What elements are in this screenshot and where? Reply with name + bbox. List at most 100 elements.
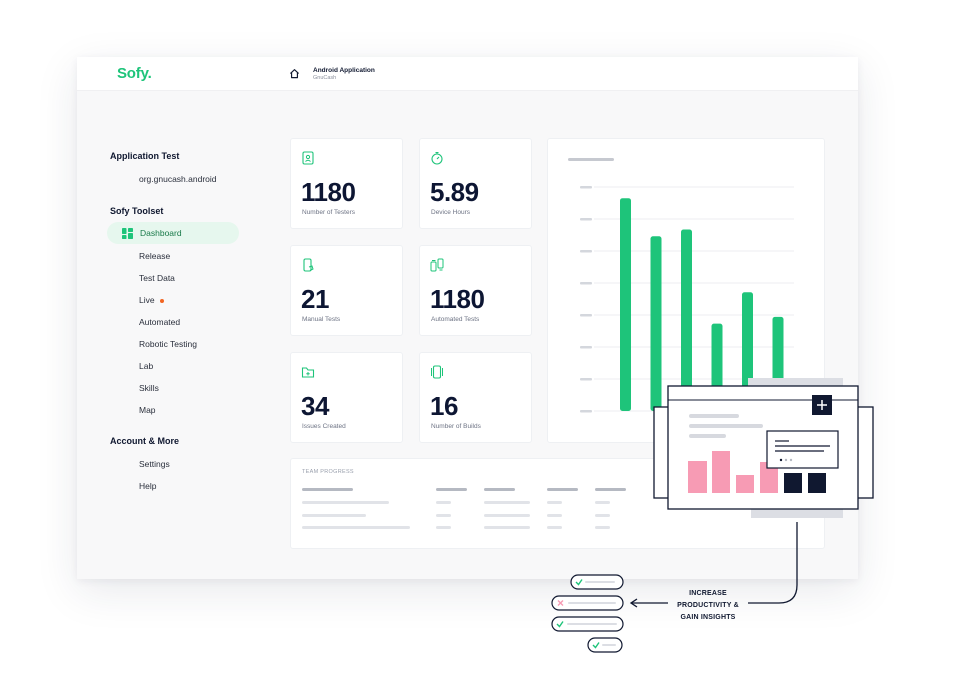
table-cell — [436, 514, 451, 517]
table-row — [302, 526, 410, 529]
application-test-heading: Application Test — [110, 151, 180, 161]
stat-label: Number of Testers — [302, 209, 355, 216]
sidebar-item-test-data[interactable]: Test Data — [139, 273, 175, 283]
callout-line: GAIN INSIGHTS — [680, 614, 736, 621]
sidebar-item-label: Dashboard — [140, 228, 182, 238]
sidebar-item-help[interactable]: Help — [139, 481, 157, 491]
table-cell — [547, 526, 562, 529]
sidebar-item-dashboard[interactable]: Dashboard — [107, 222, 239, 244]
callout-text: INCREASE PRODUCTIVITY & GAIN INSIGHTS — [668, 588, 748, 624]
sidebar-item-robotic-testing[interactable]: Robotic Testing — [139, 339, 197, 349]
check-icon — [556, 621, 564, 628]
stat-label: Issues Created — [302, 423, 346, 430]
team-progress-title: TEAM PROGRESS — [302, 469, 354, 475]
stat-card-issues-created[interactable]: 34 Issues Created — [290, 352, 403, 443]
stat-value: 1180 — [301, 177, 356, 207]
stopwatch-icon — [431, 151, 443, 165]
chart-bar[interactable] — [650, 236, 662, 411]
sofy-toolset-heading: Sofy Toolset — [110, 206, 164, 216]
checklist-item-pass — [551, 616, 624, 632]
table-header-placeholder — [547, 488, 578, 491]
chart-bar[interactable] — [681, 229, 692, 411]
stat-card-automated-tests[interactable]: 1180 Automated Tests — [419, 245, 532, 336]
table-cell — [436, 526, 451, 529]
app-window: Sofy. Android Application GnuCash Applic… — [77, 57, 858, 579]
check-icon — [575, 579, 583, 586]
app-package-item[interactable]: org.gnucash.android — [139, 174, 217, 184]
table-header-placeholder — [302, 488, 353, 491]
breadcrumb-title[interactable]: Android Application — [313, 67, 375, 74]
sidebar-item-release[interactable]: Release — [139, 251, 171, 261]
arrow-head-icon — [629, 598, 638, 608]
sofy-logo[interactable]: Sofy. — [117, 65, 152, 82]
table-cell — [484, 526, 530, 529]
stat-label: Automated Tests — [431, 316, 480, 323]
stat-value: 1180 — [430, 284, 485, 314]
stat-card-device-hours[interactable]: 5.89 Device Hours — [419, 138, 532, 229]
table-cell — [595, 514, 610, 517]
stat-value: 34 — [301, 391, 329, 421]
checklist-item-pass — [570, 574, 624, 590]
checklist-item-fail — [551, 595, 624, 611]
table-cell — [436, 501, 451, 504]
stat-card-testers[interactable]: 1180 Number of Testers — [290, 138, 403, 229]
stat-label: Manual Tests — [302, 316, 341, 323]
check-icon — [592, 642, 600, 649]
table-cell — [484, 514, 530, 517]
dashboard-icon — [122, 228, 133, 239]
y-tick-placeholder — [580, 410, 592, 413]
sidebar-item-automated[interactable]: Automated — [139, 317, 181, 327]
stat-value: 16 — [430, 391, 458, 421]
table-cell — [547, 501, 562, 504]
stat-card-manual-tests[interactable]: 21 Manual Tests — [290, 245, 403, 336]
devices-sync-icon — [430, 258, 444, 272]
table-cell — [595, 526, 610, 529]
chart-title-placeholder — [568, 158, 614, 161]
stat-card-builds[interactable]: 16 Number of Builds — [419, 352, 532, 443]
stat-value: 5.89 — [430, 177, 479, 207]
callout-line: INCREASE — [689, 590, 727, 597]
sidebar-item-lab[interactable]: Lab — [139, 361, 154, 371]
table-cell — [595, 501, 610, 504]
stat-label: Number of Builds — [431, 423, 481, 430]
sidebar-item-live[interactable]: Live — [139, 295, 164, 305]
callout-line: PRODUCTIVITY & — [677, 602, 739, 609]
chart-bar[interactable] — [620, 198, 631, 411]
cross-icon — [557, 600, 564, 606]
table-cell — [547, 514, 562, 517]
phones-stack-icon — [431, 365, 443, 379]
home-icon[interactable] — [289, 68, 300, 79]
table-row — [302, 501, 389, 504]
y-tick-placeholder — [580, 250, 592, 253]
connector-line — [748, 522, 798, 604]
top-bar: Sofy. Android Application GnuCash — [77, 57, 858, 91]
account-more-heading: Account & More — [110, 436, 180, 446]
y-tick-placeholder — [580, 186, 592, 189]
y-tick-placeholder — [580, 346, 592, 349]
folder-plus-icon — [301, 367, 315, 378]
stat-value: 21 — [301, 284, 329, 314]
phone-hand-icon — [303, 258, 314, 272]
table-header-placeholder — [595, 488, 626, 491]
add-icon[interactable] — [812, 395, 832, 415]
live-indicator-dot — [159, 298, 164, 303]
sidebar-item-label: Live — [139, 295, 155, 305]
table-row — [302, 514, 366, 517]
bar-chart — [580, 186, 794, 413]
y-tick-placeholder — [580, 314, 592, 317]
sidebar-item-map[interactable]: Map — [139, 405, 156, 415]
stat-label: Device Hours — [431, 209, 471, 216]
table-cell — [484, 501, 530, 504]
table-header-placeholder — [436, 488, 467, 491]
y-tick-placeholder — [580, 378, 592, 381]
y-tick-placeholder — [580, 282, 592, 285]
tablet-user-icon — [302, 151, 314, 165]
breadcrumb-subtitle: GnuCash — [313, 75, 337, 81]
checklist-item-pass — [587, 637, 623, 653]
y-tick-placeholder — [580, 218, 592, 221]
sidebar-item-settings[interactable]: Settings — [139, 459, 170, 469]
sidebar-item-skills[interactable]: Skills — [139, 383, 159, 393]
table-header-placeholder — [484, 488, 515, 491]
